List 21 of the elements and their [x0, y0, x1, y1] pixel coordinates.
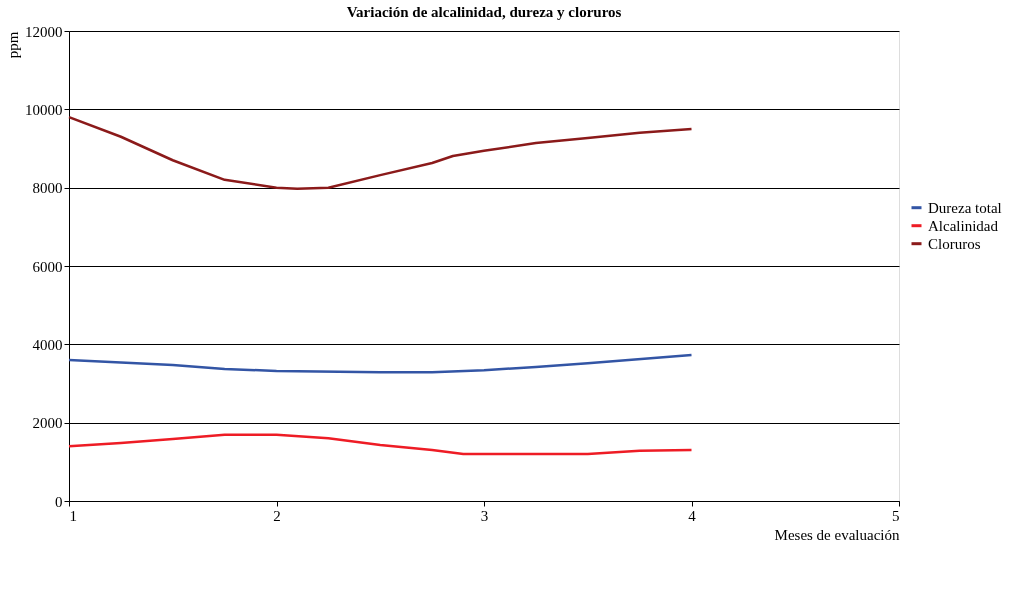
y-tick-label: 2000: [32, 415, 63, 432]
legend-label: Cloruros: [928, 235, 981, 252]
y-tick-label: 6000: [32, 258, 63, 275]
x-tick-label: 3: [480, 507, 489, 524]
line-series: [67, 433, 693, 456]
line-series: [67, 115, 693, 191]
x-tick-label: 5: [892, 507, 900, 524]
x-tick-label: 1: [69, 507, 77, 524]
x-tick-label: 2: [273, 507, 281, 524]
y-axis-title: ppm: [5, 31, 21, 59]
y-tick-label: 0: [55, 493, 63, 510]
y-tick-label: 8000: [32, 180, 63, 197]
x-tick-label: 4: [688, 507, 697, 524]
x-axis-title: Meses de evaluación: [774, 526, 900, 543]
legend-label: Dureza total: [928, 199, 1002, 216]
y-tick-label: 4000: [32, 336, 63, 353]
y-tick-label: 12000: [25, 23, 63, 40]
legend-label: Alcalinidad: [928, 217, 999, 234]
line-series: [67, 353, 693, 374]
chart-title: Variación de alcalinidad, dureza y cloruros: [346, 4, 622, 20]
y-tick-label: 10000: [25, 101, 63, 118]
